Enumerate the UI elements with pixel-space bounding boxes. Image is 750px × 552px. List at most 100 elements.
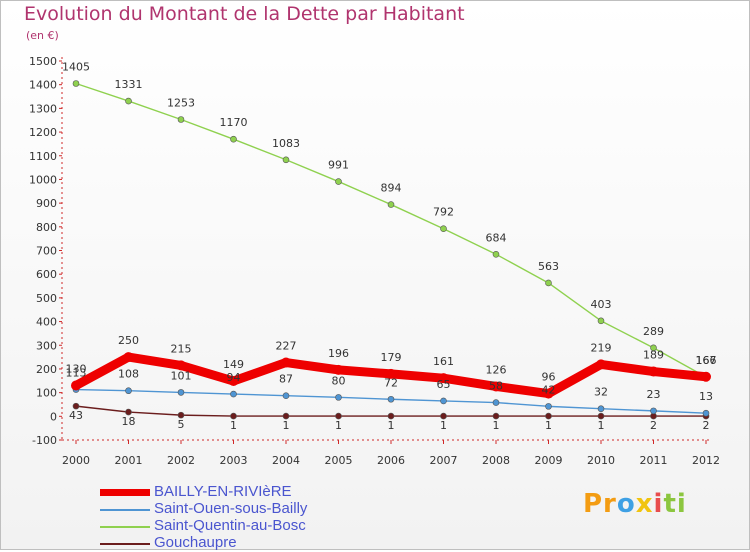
- data-point-saint-ouen: [282, 392, 290, 400]
- legend-label-saint-quentin: Saint-Quentin-au-Bosc: [154, 517, 306, 534]
- data-label-saint-ouen: 101: [171, 369, 192, 382]
- x-tick-label: 2002: [167, 454, 195, 467]
- data-label-gouchaupre: 1: [440, 419, 447, 432]
- data-point-gouchaupre: [545, 412, 552, 420]
- y-tick-label: 500: [36, 292, 57, 305]
- data-label-bailly: 167: [696, 354, 717, 367]
- data-point-bailly: [386, 368, 396, 379]
- data-label-saint-quentin: 1405: [62, 61, 90, 74]
- data-point-bailly: [701, 371, 711, 382]
- data-point-saint-quentin: [230, 135, 237, 143]
- logo-part-2: o: [616, 489, 636, 519]
- y-tick-label: -100: [32, 434, 57, 447]
- legend-label-saint-ouen: Saint-Ouen-sous-Bailly: [154, 500, 308, 517]
- data-point-bailly: [491, 381, 501, 392]
- data-label-saint-quentin: 166: [696, 354, 717, 367]
- data-label-bailly: 96: [542, 371, 556, 384]
- data-label-saint-quentin: 991: [328, 159, 349, 172]
- data-point-saint-quentin: [177, 116, 185, 123]
- x-tick-label: 2012: [692, 454, 720, 467]
- data-point-saint-quentin: [282, 156, 290, 164]
- data-point-saint-quentin: [125, 97, 132, 105]
- data-point-saint-ouen: [230, 390, 237, 398]
- data-label-gouchaupre: 5: [178, 418, 185, 431]
- data-point-bailly: [123, 352, 134, 363]
- x-tick-label: 2008: [482, 454, 510, 467]
- x-tick-label: 2003: [220, 454, 248, 467]
- data-point-saint-ouen: [440, 397, 447, 405]
- data-point-saint-quentin: [492, 250, 500, 258]
- data-point-saint-quentin: [545, 279, 552, 287]
- data-label-saint-ouen: 23: [647, 388, 661, 401]
- legend-swatch-bailly: [100, 489, 150, 496]
- data-label-saint-quentin: 1253: [167, 97, 195, 110]
- y-tick-label: 1300: [29, 102, 57, 115]
- data-point-gouchaupre: [125, 408, 132, 416]
- y-tick-label: 600: [36, 268, 57, 281]
- data-point-saint-quentin: [650, 344, 657, 352]
- legend-swatch-gouchaupre: [100, 543, 150, 545]
- data-label-saint-ouen: 72: [384, 376, 398, 389]
- data-label-saint-quentin: 1331: [115, 78, 143, 91]
- logo-part-4: i: [653, 489, 664, 519]
- data-label-saint-quentin: 1170: [220, 116, 248, 129]
- data-label-bailly: 161: [433, 355, 454, 368]
- data-label-gouchaupre: 1: [230, 419, 237, 432]
- data-label-saint-quentin: 563: [538, 260, 559, 273]
- data-label-saint-ouen: 94: [227, 371, 241, 384]
- data-point-saint-quentin: [72, 80, 80, 87]
- x-tick-label: 2004: [272, 454, 300, 467]
- data-label-bailly: 130: [66, 363, 87, 376]
- data-label-gouchaupre: 2: [703, 419, 710, 432]
- legend-label-gouchaupre: Gouchaupre: [154, 534, 237, 551]
- chart-title: Evolution du Montant de la Dette par Hab…: [24, 3, 465, 25]
- data-point-saint-ouen: [597, 405, 605, 413]
- data-point-gouchaupre: [597, 412, 605, 420]
- data-label-saint-ouen: 113: [66, 367, 87, 380]
- data-label-gouchaupre: 43: [69, 409, 83, 422]
- data-point-saint-ouen: [492, 399, 500, 406]
- data-point-saint-ouen: [387, 395, 395, 403]
- data-point-saint-ouen: [335, 394, 342, 401]
- data-label-saint-quentin: 684: [486, 231, 507, 244]
- x-tick-label: 2000: [62, 454, 90, 467]
- y-tick-label: 1400: [29, 79, 57, 92]
- data-label-saint-ouen: 65: [437, 378, 451, 391]
- data-point-bailly: [543, 388, 554, 399]
- y-tick-label: 100: [36, 387, 57, 400]
- data-point-bailly: [71, 380, 81, 391]
- data-point-saint-quentin: [387, 201, 395, 208]
- y-tick-label: 800: [36, 221, 57, 234]
- data-label-saint-quentin: 894: [381, 182, 402, 195]
- data-label-bailly: 189: [643, 349, 664, 362]
- data-label-bailly: 196: [328, 347, 349, 360]
- data-label-gouchaupre: 18: [122, 415, 136, 428]
- x-tick-label: 2011: [640, 454, 668, 467]
- data-point-gouchaupre: [387, 412, 395, 420]
- y-tick-label: 1500: [29, 55, 57, 68]
- logo-part-1: Pr: [583, 489, 617, 519]
- x-tick-label: 2005: [325, 454, 353, 467]
- data-point-gouchaupre: [177, 411, 185, 419]
- data-label-bailly: 126: [486, 363, 507, 376]
- data-point-saint-ouen: [125, 387, 132, 395]
- data-label-bailly: 227: [276, 340, 297, 353]
- data-label-saint-quentin: 403: [591, 298, 612, 311]
- data-point-saint-quentin: [597, 317, 605, 325]
- x-tick-label: 2009: [535, 454, 563, 467]
- logo-part-3: x: [635, 489, 654, 519]
- data-label-saint-ouen: 32: [594, 386, 608, 399]
- legend-swatch-saint-ouen: [100, 509, 150, 511]
- data-label-bailly: 215: [171, 342, 192, 355]
- data-point-saint-ouen: [702, 409, 710, 417]
- data-label-gouchaupre: 1: [545, 419, 552, 432]
- legend-label-bailly: BAILLY-EN-RIVIèRE: [154, 483, 292, 500]
- data-label-saint-quentin: 792: [433, 206, 454, 219]
- data-label-saint-ouen: 87: [279, 373, 293, 386]
- x-tick-label: 2006: [377, 454, 405, 467]
- data-label-saint-ouen: 58: [489, 380, 503, 393]
- data-point-bailly: [281, 357, 291, 368]
- data-point-bailly: [176, 360, 186, 371]
- data-label-saint-quentin: 289: [643, 325, 664, 338]
